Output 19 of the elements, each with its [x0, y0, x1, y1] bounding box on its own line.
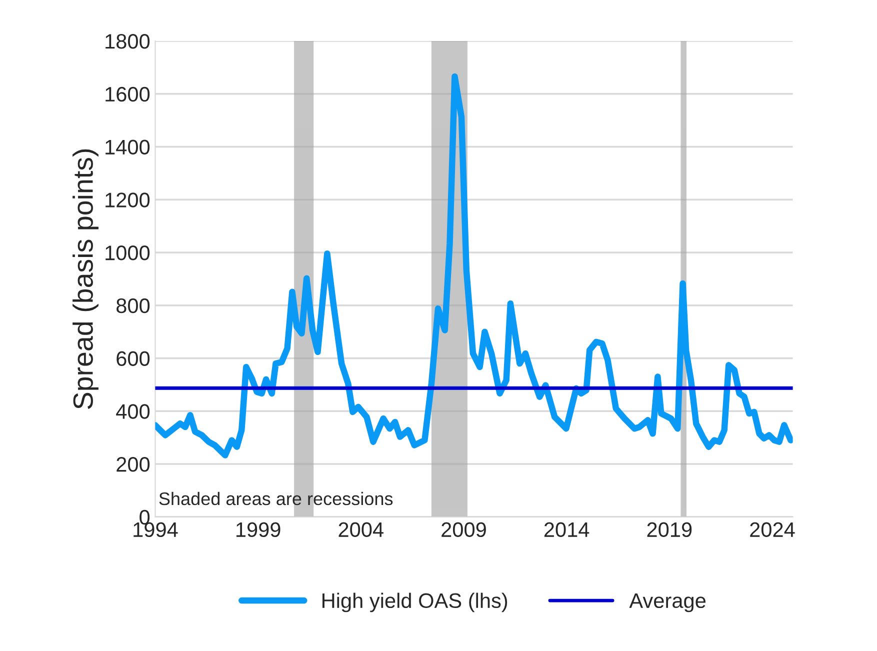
annotation: Shaded areas are recessions: [159, 492, 393, 506]
y-tick-label: 1400: [106, 140, 150, 155]
x-tick-label: 2004: [338, 522, 384, 538]
y-tick-label: 200: [116, 457, 150, 472]
legend-label: Average: [629, 594, 706, 612]
x-tick-label: 2009: [442, 522, 486, 538]
y-tick-label: 600: [116, 351, 150, 366]
y-tick-label: 400: [116, 404, 150, 419]
y-tick-label: 800: [116, 298, 150, 314]
y-tick-label: 1000: [106, 246, 150, 260]
x-tick-label: 2019: [647, 522, 692, 538]
x-tick-label: 2014: [544, 522, 590, 538]
y-axis-title: Spread (basis points): [72, 149, 98, 409]
x-tick-label: 2024: [750, 522, 795, 538]
y-tick-label: 1200: [106, 192, 150, 208]
x-tick-label: 1999: [236, 522, 280, 538]
y-tick-label: 1800: [106, 34, 150, 49]
legend-label: High yield OAS (lhs): [322, 592, 508, 612]
y-tick-label: 1600: [106, 86, 150, 102]
